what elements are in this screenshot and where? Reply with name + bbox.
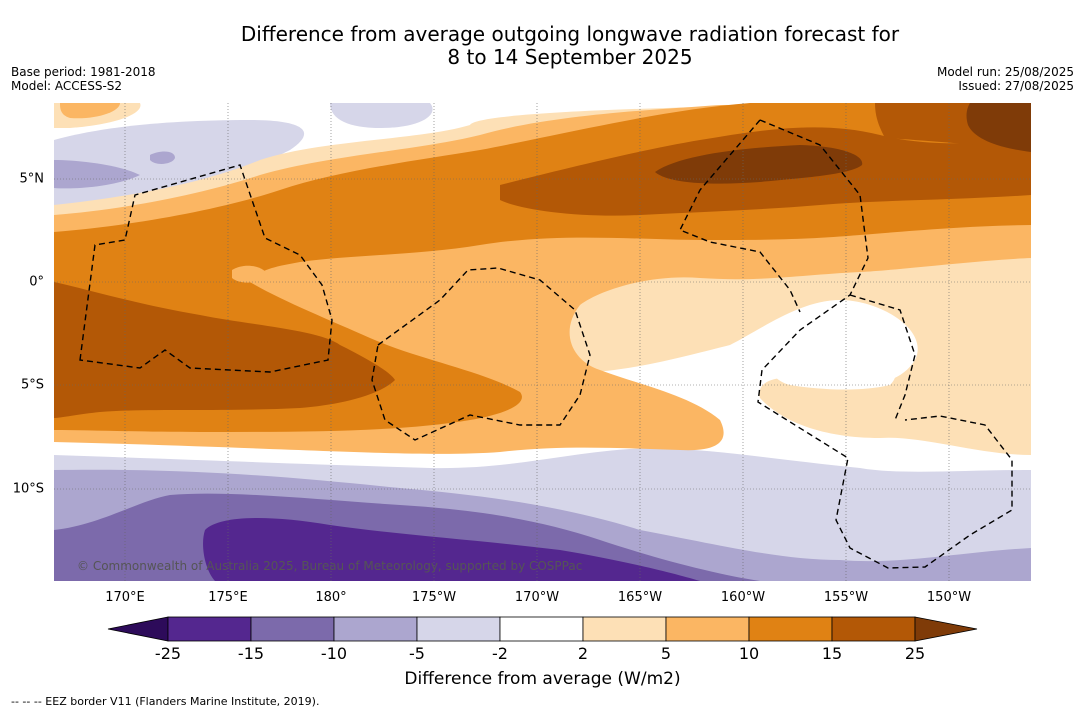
chart-title-line1: Difference from average outgoing longwav… bbox=[240, 22, 900, 46]
copyright-notice: © Commonwealth of Australia 2025, Bureau… bbox=[77, 559, 583, 573]
colorbar-extend-high bbox=[914, 616, 978, 642]
lat-label: 5°N bbox=[19, 171, 45, 187]
lon-label: 175°E bbox=[208, 590, 248, 605]
band-neg10-spot bbox=[150, 151, 175, 164]
lon-label: 155°W bbox=[823, 590, 869, 605]
colorbar-segment bbox=[333, 616, 418, 642]
lon-label: 170°E bbox=[105, 590, 145, 605]
colorbar-tick: -10 bbox=[320, 644, 348, 663]
eez-legend-note: -- -- -- EEZ border V11 (Flanders Marine… bbox=[11, 695, 320, 708]
colorbar bbox=[107, 616, 978, 642]
meta-right: Model run: 25/08/2025 Issued: 27/08/2025 bbox=[937, 65, 1074, 93]
eez-border-south bbox=[849, 294, 916, 421]
colorbar-segment bbox=[582, 616, 667, 642]
colorbar-segment bbox=[748, 616, 833, 642]
colorbar-tick: 5 bbox=[660, 644, 672, 663]
band-neg5-top bbox=[330, 103, 433, 128]
model-name: Model: ACCESS-S2 bbox=[11, 79, 123, 93]
colorbar-tick: -2 bbox=[492, 644, 508, 663]
eez-border-west bbox=[79, 164, 333, 373]
lon-label: 180° bbox=[315, 590, 347, 605]
eez-border-east bbox=[757, 119, 1013, 569]
model-run: Model run: 25/08/2025 bbox=[936, 65, 1074, 79]
colorbar-tick: -25 bbox=[154, 644, 182, 663]
band-pos25 bbox=[655, 145, 863, 184]
eez-border-northeast bbox=[679, 119, 801, 313]
colorbar-segment bbox=[499, 616, 584, 642]
colorbar-segment bbox=[831, 616, 916, 642]
lon-label: 160°W bbox=[720, 590, 766, 605]
eez-borders bbox=[79, 119, 1013, 569]
band-pos10-hole bbox=[232, 265, 268, 283]
band-neg10-nw bbox=[54, 160, 140, 189]
band-neg25 bbox=[203, 518, 700, 581]
base-period: Base period: 1981-2018 bbox=[11, 65, 156, 79]
lon-label: 175°W bbox=[411, 590, 457, 605]
lat-label: 10°S bbox=[12, 481, 44, 497]
band-pos15 bbox=[54, 282, 395, 418]
band-neutral-se bbox=[766, 335, 896, 390]
colorbar-segment bbox=[250, 616, 335, 642]
chart-title-line2: 8 to 14 September 2025 bbox=[447, 45, 693, 69]
colorbar-segment bbox=[167, 616, 252, 642]
band-pos5-tl bbox=[60, 103, 120, 119]
anomaly-field bbox=[54, 103, 1031, 581]
lat-label: 5°S bbox=[20, 377, 44, 393]
lon-label: 150°W bbox=[926, 590, 972, 605]
colorbar-tick: 25 bbox=[904, 644, 926, 663]
lat-label: 0° bbox=[29, 274, 44, 290]
lon-label: 170°W bbox=[514, 590, 560, 605]
colorbar-tick: 15 bbox=[821, 644, 843, 663]
colorbar-extend-low bbox=[107, 616, 169, 642]
gridlines bbox=[54, 103, 1031, 581]
lon-label: 165°W bbox=[617, 590, 663, 605]
meta-left: Base period: 1981-2018 Model: ACCESS-S2 bbox=[11, 65, 156, 93]
colorbar-label: Difference from average (W/m2) bbox=[404, 669, 681, 689]
band-pos25-ne bbox=[966, 103, 1031, 152]
issued-date: Issued: 27/08/2025 bbox=[958, 79, 1074, 93]
band-neg5-nw bbox=[54, 120, 305, 205]
colorbar-segment bbox=[416, 616, 501, 642]
colorbar-tick: 2 bbox=[577, 644, 589, 663]
colorbar-tick: 10 bbox=[738, 644, 760, 663]
colorbar-tick: -15 bbox=[237, 644, 265, 663]
colorbar-segment bbox=[665, 616, 750, 642]
colorbar-tick: -5 bbox=[409, 644, 425, 663]
